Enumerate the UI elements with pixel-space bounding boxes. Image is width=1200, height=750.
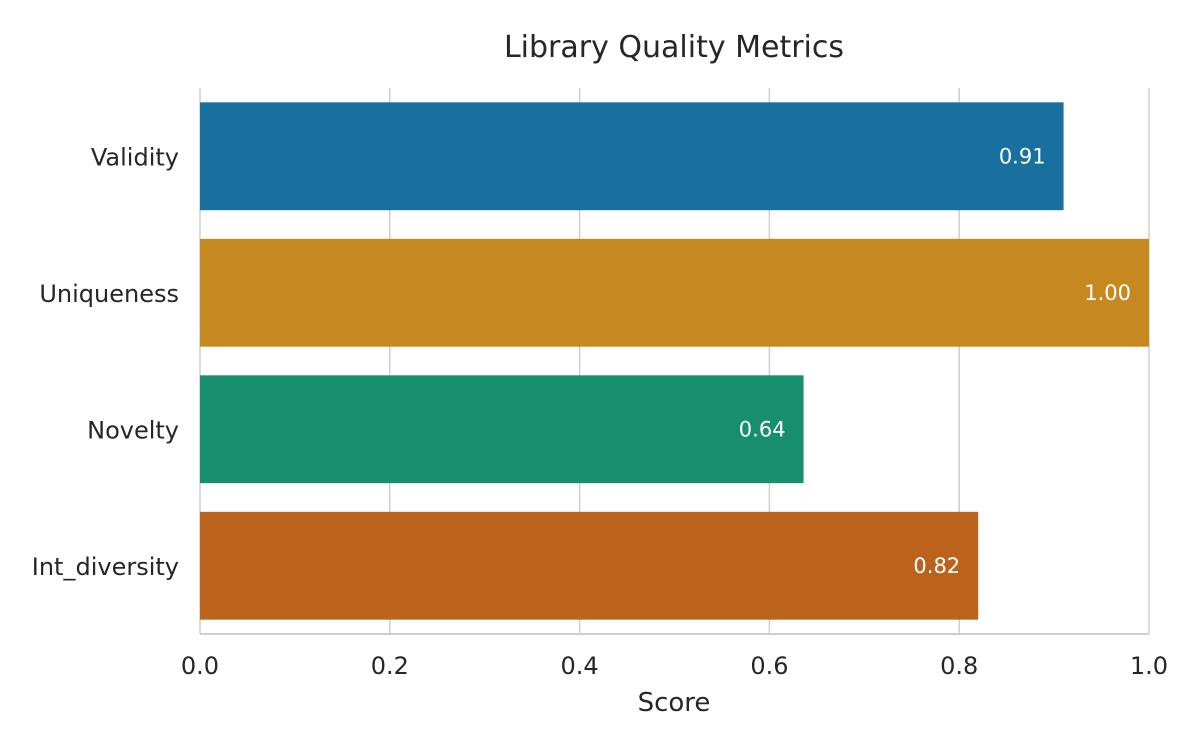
data-label-3: 0.82	[913, 554, 960, 578]
x-axis-label: Score	[638, 688, 711, 718]
x-tick-label-4: 0.8	[940, 652, 978, 680]
bar-uniqueness	[200, 238, 1149, 347]
x-tick-label-1: 0.2	[371, 652, 409, 680]
y-tick-label-3: Int_diversity	[32, 553, 179, 581]
y-tick-label-0: Validity	[91, 143, 179, 171]
x-tick-label-5: 1.0	[1130, 652, 1168, 680]
bar-validity	[200, 102, 1064, 211]
bars-layer	[200, 102, 1149, 620]
data-label-1: 1.00	[1084, 281, 1131, 305]
labels-layer: Validity 0.91 Uniqueness 1.00 Novelty 0.64 Int…	[32, 143, 1131, 581]
x-axis: 0.0 0.2 0.4 0.6 0.8 1.0	[181, 633, 1168, 680]
chart-title: Library Quality Metrics	[504, 30, 844, 65]
data-label-2: 0.64	[739, 417, 786, 441]
y-tick-label-2: Novelty	[87, 416, 179, 444]
bar-int-diversity	[200, 511, 979, 620]
x-tick-label-0: 0.0	[181, 652, 219, 680]
x-tick-label-3: 0.6	[750, 652, 788, 680]
data-label-0: 0.91	[999, 144, 1046, 168]
x-tick-label-2: 0.4	[561, 652, 599, 680]
y-tick-label-1: Uniqueness	[39, 280, 179, 308]
bar-novelty	[200, 375, 804, 484]
